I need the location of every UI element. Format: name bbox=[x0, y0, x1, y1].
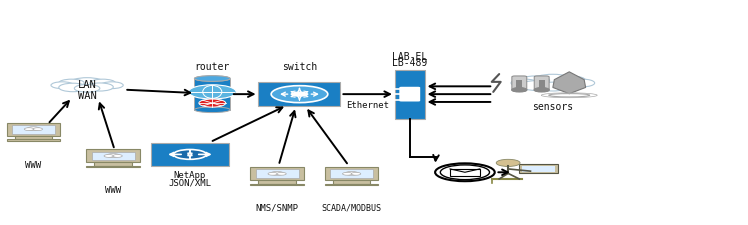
FancyBboxPatch shape bbox=[86, 150, 140, 163]
FancyBboxPatch shape bbox=[395, 70, 425, 119]
Circle shape bbox=[271, 172, 283, 176]
FancyBboxPatch shape bbox=[519, 165, 558, 174]
FancyBboxPatch shape bbox=[330, 170, 373, 178]
Circle shape bbox=[556, 77, 586, 86]
FancyBboxPatch shape bbox=[259, 83, 340, 107]
Circle shape bbox=[100, 82, 123, 89]
Text: switch: switch bbox=[282, 61, 317, 71]
Ellipse shape bbox=[194, 108, 230, 113]
Circle shape bbox=[511, 80, 537, 88]
Text: router: router bbox=[194, 61, 230, 71]
FancyBboxPatch shape bbox=[539, 81, 545, 90]
FancyBboxPatch shape bbox=[333, 180, 370, 184]
Circle shape bbox=[290, 92, 308, 97]
FancyBboxPatch shape bbox=[325, 168, 378, 180]
Text: WWW: WWW bbox=[25, 160, 41, 169]
FancyBboxPatch shape bbox=[522, 166, 555, 173]
Circle shape bbox=[552, 81, 583, 90]
Circle shape bbox=[51, 82, 73, 89]
FancyBboxPatch shape bbox=[256, 170, 298, 178]
FancyBboxPatch shape bbox=[86, 166, 140, 168]
FancyBboxPatch shape bbox=[251, 184, 304, 185]
Ellipse shape bbox=[194, 76, 230, 82]
Circle shape bbox=[534, 88, 549, 93]
Circle shape bbox=[59, 84, 87, 92]
Text: LAB-EL: LAB-EL bbox=[392, 52, 427, 61]
FancyBboxPatch shape bbox=[399, 87, 420, 102]
Circle shape bbox=[188, 85, 236, 100]
FancyBboxPatch shape bbox=[151, 143, 229, 166]
Circle shape bbox=[435, 164, 494, 181]
Circle shape bbox=[25, 128, 34, 131]
FancyBboxPatch shape bbox=[12, 125, 55, 134]
Circle shape bbox=[174, 150, 206, 160]
Text: LAN
WAN: LAN WAN bbox=[78, 79, 96, 101]
Circle shape bbox=[568, 80, 595, 88]
Circle shape bbox=[520, 81, 553, 91]
Circle shape bbox=[33, 128, 43, 131]
FancyBboxPatch shape bbox=[92, 152, 135, 161]
Text: WWW: WWW bbox=[105, 185, 121, 194]
Circle shape bbox=[496, 160, 520, 167]
Circle shape bbox=[345, 172, 358, 176]
Circle shape bbox=[74, 85, 99, 93]
Circle shape bbox=[272, 86, 328, 103]
Text: SCADA/MODBUS: SCADA/MODBUS bbox=[322, 202, 381, 211]
Circle shape bbox=[277, 173, 286, 176]
FancyBboxPatch shape bbox=[325, 184, 378, 185]
Circle shape bbox=[343, 173, 352, 176]
Circle shape bbox=[520, 77, 550, 86]
Ellipse shape bbox=[194, 76, 230, 82]
Polygon shape bbox=[194, 79, 230, 110]
Text: sensors: sensors bbox=[533, 101, 574, 111]
Text: LB-489: LB-489 bbox=[392, 58, 427, 68]
Circle shape bbox=[512, 88, 527, 93]
FancyBboxPatch shape bbox=[94, 163, 132, 166]
Circle shape bbox=[199, 100, 226, 108]
Polygon shape bbox=[553, 72, 586, 94]
Circle shape bbox=[59, 80, 85, 87]
Circle shape bbox=[533, 75, 574, 87]
Circle shape bbox=[104, 155, 114, 158]
FancyBboxPatch shape bbox=[7, 139, 61, 141]
FancyBboxPatch shape bbox=[7, 123, 61, 136]
Circle shape bbox=[90, 80, 115, 87]
Circle shape bbox=[352, 173, 361, 176]
Text: Ethernet: Ethernet bbox=[346, 100, 389, 109]
FancyBboxPatch shape bbox=[450, 169, 479, 176]
FancyBboxPatch shape bbox=[512, 76, 527, 92]
Circle shape bbox=[441, 165, 489, 180]
Text: NMS/SNMP: NMS/SNMP bbox=[256, 202, 298, 211]
FancyBboxPatch shape bbox=[251, 168, 304, 180]
FancyBboxPatch shape bbox=[258, 180, 296, 184]
FancyBboxPatch shape bbox=[15, 136, 52, 140]
Circle shape bbox=[27, 127, 40, 131]
FancyBboxPatch shape bbox=[534, 76, 549, 92]
Circle shape bbox=[538, 83, 568, 92]
Circle shape bbox=[86, 84, 113, 92]
Text: NetApp: NetApp bbox=[174, 170, 206, 179]
Text: JSON/XML: JSON/XML bbox=[168, 177, 212, 186]
Circle shape bbox=[113, 155, 122, 158]
Circle shape bbox=[268, 173, 278, 176]
Circle shape bbox=[70, 78, 105, 89]
Circle shape bbox=[107, 154, 120, 158]
FancyBboxPatch shape bbox=[516, 81, 522, 90]
